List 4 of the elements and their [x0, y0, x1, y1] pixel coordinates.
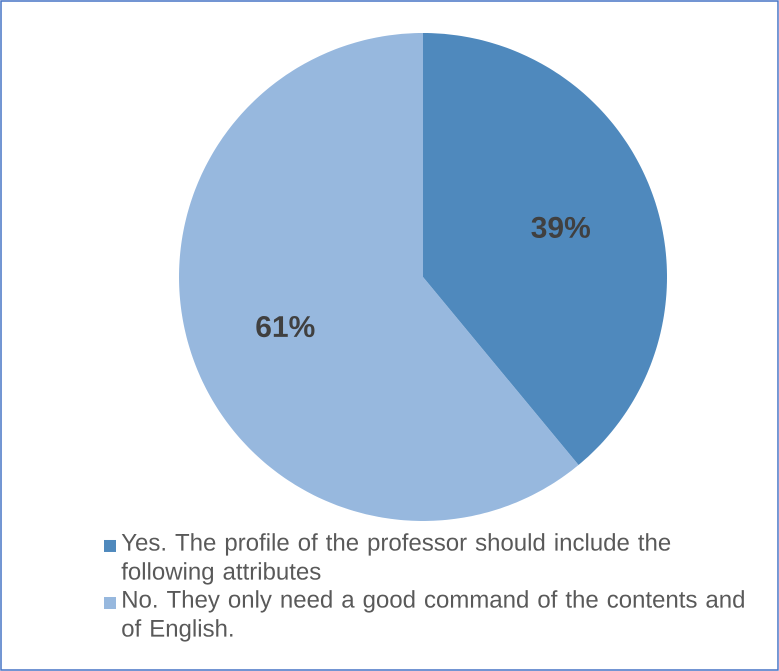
data-label: 39%	[531, 216, 590, 238]
data-label: 61%	[256, 316, 314, 338]
legend-label: Yes. The profile of the professor should include the following attributes	[122, 533, 670, 585]
legend-label: No. They only need a good command of the contents and of English.	[122, 590, 744, 642]
